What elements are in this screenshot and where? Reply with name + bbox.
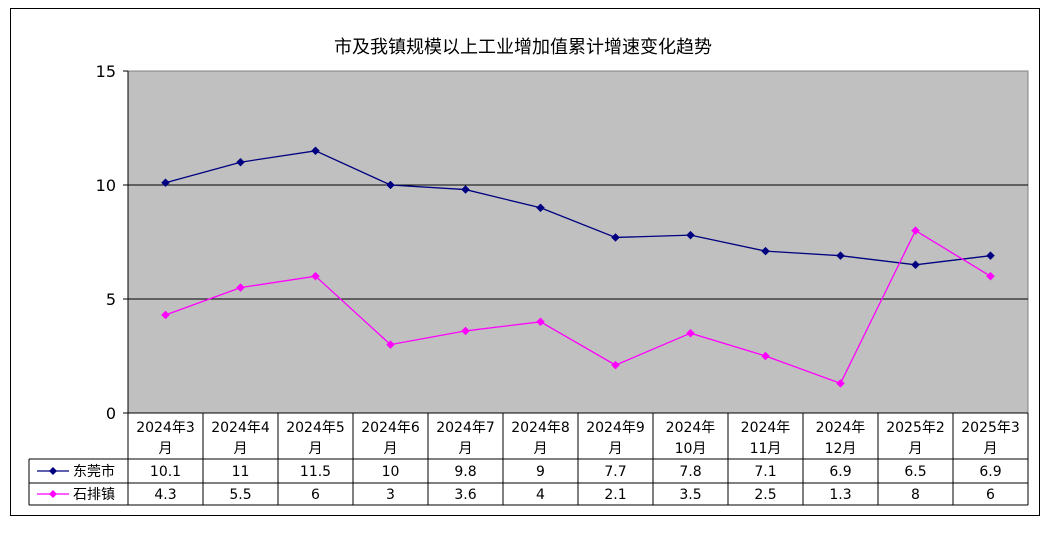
x-tick-label: 月 bbox=[909, 441, 923, 457]
data-table: 2024年3月2024年4月2024年5月2024年6月2024年7月2024年… bbox=[28, 412, 1029, 506]
y-axis-ticks: 0 5 10 15 bbox=[96, 62, 129, 423]
chart-frame: 市及我镇规模以上工业增加值累计增速变化趋势 0 5 10 15 2024年3 月 2024… bbox=[10, 8, 1040, 516]
table-value: 6.9 bbox=[979, 464, 1001, 480]
x-tick-label: 2024年9 bbox=[586, 420, 645, 436]
data-point bbox=[761, 351, 770, 361]
plot-area bbox=[127, 70, 1029, 414]
table-value: 6 bbox=[986, 487, 995, 503]
x-tick-label: 月 bbox=[234, 441, 248, 457]
table-value: 4.3 bbox=[154, 487, 176, 503]
x-tick-label: 2024年8 bbox=[511, 420, 570, 436]
data-point bbox=[236, 157, 245, 167]
x-tick-label: 11月 bbox=[750, 441, 782, 457]
table-value: 2.5 bbox=[754, 487, 776, 503]
x-tick-label: 2024年 bbox=[666, 420, 716, 436]
data-point bbox=[236, 283, 245, 292]
x-tick-label: 12月 bbox=[825, 441, 857, 457]
x-tick-label: 2024年5 bbox=[286, 420, 345, 436]
data-point bbox=[536, 317, 545, 327]
legend-label: 东莞市 bbox=[73, 463, 115, 480]
table-value: 1.3 bbox=[829, 487, 851, 503]
series-line-1 bbox=[165, 150, 991, 266]
x-tick-label: 月 bbox=[534, 441, 548, 457]
table-value: 8 bbox=[911, 487, 920, 503]
data-point bbox=[761, 246, 770, 256]
data-point bbox=[161, 310, 170, 320]
legend-marker bbox=[49, 467, 57, 475]
table-value: 7.7 bbox=[604, 464, 626, 480]
data-point bbox=[836, 379, 845, 388]
table-value: 4 bbox=[536, 487, 545, 503]
table-value: 6.9 bbox=[829, 464, 851, 480]
table-value: 6.5 bbox=[904, 464, 926, 480]
table-value: 10 bbox=[382, 464, 400, 480]
table-value: 10.1 bbox=[150, 464, 181, 480]
x-tick-label: 月 bbox=[459, 441, 473, 457]
x-tick-label: 2025年2 bbox=[886, 420, 945, 436]
x-tick-label: 月 bbox=[384, 441, 398, 457]
data-point bbox=[911, 226, 920, 235]
series-line-2 bbox=[165, 229, 991, 385]
x-tick-label: 2024年4 bbox=[211, 420, 270, 436]
table-value: 9.8 bbox=[454, 464, 476, 480]
data-point bbox=[986, 251, 995, 261]
series-layer bbox=[161, 146, 995, 388]
table-value: 7.1 bbox=[754, 464, 776, 480]
y-tick-label: 5 bbox=[106, 290, 116, 309]
x-tick-label: 月 bbox=[159, 441, 173, 457]
table-value: 7.8 bbox=[679, 464, 701, 480]
grid-lines bbox=[128, 184, 1028, 300]
data-point bbox=[161, 178, 170, 188]
data-point bbox=[686, 328, 695, 338]
x-tick-label: 2024年7 bbox=[436, 420, 495, 436]
data-point bbox=[536, 203, 545, 213]
x-tick-label: 2024年 bbox=[741, 420, 791, 436]
data-point bbox=[836, 251, 845, 261]
data-point bbox=[311, 146, 320, 156]
x-tick-label: 月 bbox=[984, 441, 998, 457]
table-value: 6 bbox=[311, 487, 320, 503]
x-tick-label: 10月 bbox=[675, 441, 707, 457]
data-point bbox=[386, 180, 395, 190]
y-tick-label: 0 bbox=[106, 404, 116, 423]
data-point bbox=[986, 271, 995, 281]
table-value: 5.5 bbox=[229, 487, 251, 503]
table-value: 3.6 bbox=[454, 487, 476, 503]
data-point bbox=[611, 233, 620, 242]
x-tick-label: 2024年 bbox=[816, 420, 866, 436]
table-value: 3 bbox=[386, 487, 395, 503]
y-tick-label: 10 bbox=[96, 176, 116, 195]
y-tick-label: 15 bbox=[96, 62, 116, 81]
x-tick-label: 2025年3 bbox=[961, 420, 1020, 436]
data-point bbox=[611, 360, 620, 370]
legend-marker bbox=[49, 490, 57, 498]
chart-title: 市及我镇规模以上工业增加值累计增速变化趋势 bbox=[334, 37, 712, 58]
x-tick-label: 月 bbox=[309, 441, 323, 457]
data-point bbox=[911, 260, 920, 270]
x-tick-label: 2024年3 bbox=[136, 420, 195, 436]
table-value: 9 bbox=[536, 464, 545, 480]
data-point bbox=[311, 271, 320, 281]
x-tick-label: 2024年6 bbox=[361, 420, 420, 436]
data-point bbox=[461, 326, 470, 336]
data-point bbox=[461, 185, 470, 194]
legend-label: 石排镇 bbox=[73, 487, 115, 503]
x-tick-label: 月 bbox=[609, 441, 623, 457]
table-value: 11.5 bbox=[300, 464, 331, 480]
data-point bbox=[686, 230, 695, 240]
data-point bbox=[386, 340, 395, 349]
table-value: 2.1 bbox=[604, 487, 626, 503]
table-value: 3.5 bbox=[679, 487, 701, 503]
table-value: 11 bbox=[232, 464, 250, 480]
